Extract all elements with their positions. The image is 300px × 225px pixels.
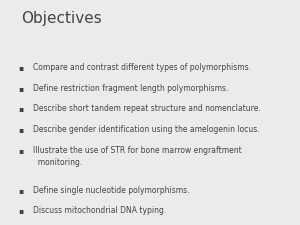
Text: ▪: ▪ (18, 206, 23, 215)
Text: Discuss mitochondrial DNA typing.: Discuss mitochondrial DNA typing. (33, 206, 166, 215)
Text: Describe gender identification using the amelogenin locus.: Describe gender identification using the… (33, 125, 260, 134)
Text: ▪: ▪ (18, 186, 23, 195)
Text: Describe short tandem repeat structure and nomenclature.: Describe short tandem repeat structure a… (33, 104, 261, 113)
Text: ▪: ▪ (18, 84, 23, 93)
Text: Illustrate the use of STR for bone marrow engraftment
  monitoring.: Illustrate the use of STR for bone marro… (33, 146, 242, 166)
Text: ▪: ▪ (18, 125, 23, 134)
Text: Define single nucleotide polymorphisms.: Define single nucleotide polymorphisms. (33, 186, 190, 195)
Text: Define restriction fragment length polymorphisms.: Define restriction fragment length polym… (33, 84, 228, 93)
Text: ▪: ▪ (18, 146, 23, 155)
Text: Objectives: Objectives (21, 11, 102, 26)
Text: ▪: ▪ (18, 63, 23, 72)
Text: ▪: ▪ (18, 104, 23, 113)
Text: Compare and contrast different types of polymorphisms.: Compare and contrast different types of … (33, 63, 251, 72)
